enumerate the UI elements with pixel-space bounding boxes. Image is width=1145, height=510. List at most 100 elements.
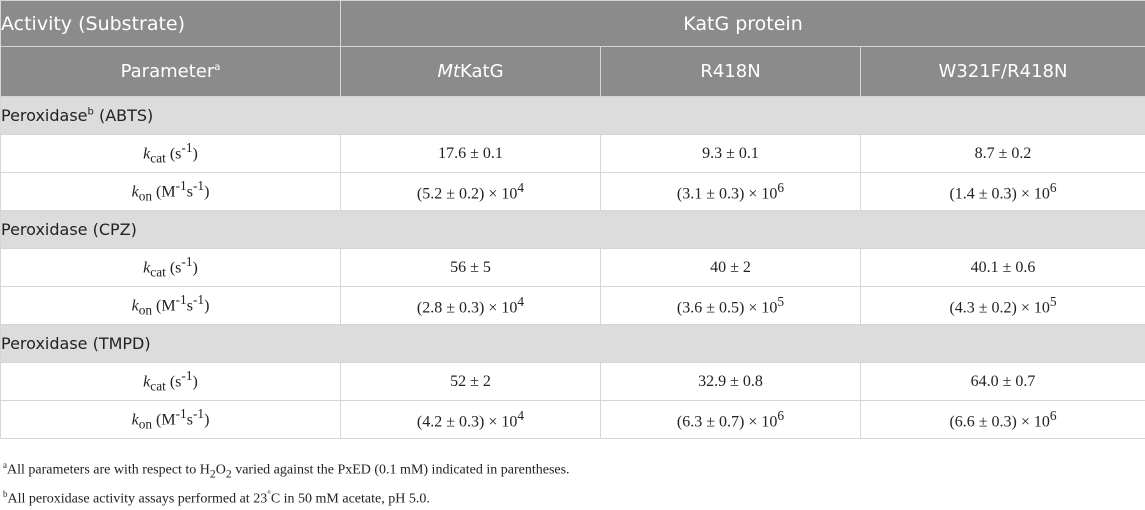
param-unit: (M — [152, 298, 176, 315]
cell-w321f-r418n: (1.4 ± 0.3) × 106 — [861, 173, 1145, 211]
cell-r418n: (3.1 ± 0.3) × 106 — [601, 173, 861, 211]
protein-group-header: KatG protein — [341, 1, 1145, 47]
param-unit-exp: -1 — [193, 406, 204, 421]
cell-exponent: 6 — [777, 408, 784, 423]
cell-r418n: (3.6 ± 0.5) × 105 — [601, 287, 861, 325]
param-unit: (s — [166, 146, 182, 163]
param-subscript: on — [139, 417, 152, 432]
footnotes: aAll parameters are with respect to H2O2… — [3, 455, 1143, 510]
mtkatg-italic: Mt — [437, 61, 460, 82]
param-subscript: cat — [150, 379, 166, 394]
footnote-b-text: All peroxidase activity assays performed… — [8, 492, 268, 507]
cell-w321f-r418n: 8.7 ± 0.2 — [861, 135, 1145, 173]
cell-value: (3.1 ± 0.3) × 10 — [677, 185, 777, 202]
cell-exponent: 6 — [777, 180, 784, 195]
cell-mtkatg: 56 ± 5 — [341, 249, 601, 287]
table-row-kon-abts: kon (M-1s-1) (5.2 ± 0.2) × 104 (3.1 ± 0.… — [1, 173, 1145, 211]
param-unit-exp: -1 — [176, 178, 187, 193]
param-symbol: k — [132, 298, 139, 315]
activity-header: Activity (Substrate) — [1, 1, 341, 47]
section-title-rest: (ABTS) — [94, 106, 153, 125]
cell-w321f-r418n: 64.0 ± 0.7 — [861, 363, 1145, 401]
param-kcat: kcat (s-1) — [1, 249, 341, 287]
param-unit-exp: -1 — [181, 368, 192, 383]
param-unit-close: ) — [193, 260, 198, 277]
cell-w321f-r418n: (4.3 ± 0.2) × 105 — [861, 287, 1145, 325]
param-unit-exp: -1 — [176, 406, 187, 421]
cell-exponent: 5 — [777, 294, 784, 309]
cell-value: (3.6 ± 0.5) × 10 — [677, 299, 777, 316]
param-unit-exp: -1 — [181, 254, 192, 269]
cell-w321f-r418n: (6.6 ± 0.3) × 106 — [861, 401, 1145, 439]
param-kon: kon (M-1s-1) — [1, 401, 341, 439]
mtkatg-rest: KatG — [460, 61, 504, 82]
cell-value: (6.6 ± 0.3) × 10 — [949, 413, 1049, 430]
param-unit-exp: -1 — [193, 178, 204, 193]
table-row-kcat-cpz: kcat (s-1) 56 ± 5 40 ± 2 40.1 ± 0.6 — [1, 249, 1145, 287]
table-row-kon-cpz: kon (M-1s-1) (2.8 ± 0.3) × 104 (3.6 ± 0.… — [1, 287, 1145, 325]
cell-exponent: 4 — [517, 180, 524, 195]
footnote-a-text: varied against the PxED (0.1 mM) indicat… — [232, 463, 570, 478]
cell-r418n: 32.9 ± 0.8 — [601, 363, 861, 401]
header-row-2: Parametera MtKatG R418N W321F/R418N — [1, 47, 1145, 97]
cell-value: (1.4 ± 0.3) × 10 — [949, 185, 1049, 202]
table-row-kcat-abts: kcat (s-1) 17.6 ± 0.1 9.3 ± 0.1 8.7 ± 0.… — [1, 135, 1145, 173]
header-row-1: Activity (Substrate) KatG protein — [1, 1, 1145, 47]
param-unit-exp: -1 — [181, 140, 192, 155]
kinetics-table: Activity (Substrate) KatG protein Parame… — [0, 0, 1145, 439]
section-title: Peroxidase (TMPD) — [1, 325, 1145, 363]
param-unit: (M — [152, 184, 176, 201]
param-unit-close: ) — [204, 298, 209, 315]
footnote-marker-a: a — [214, 62, 220, 73]
parameter-header: Parametera — [1, 47, 341, 97]
footnote-a: aAll parameters are with respect to H2O2… — [3, 455, 1143, 484]
cell-mtkatg: (4.2 ± 0.3) × 104 — [341, 401, 601, 439]
r418n-header: R418N — [601, 47, 861, 97]
footnote-a-text: O — [216, 463, 226, 478]
param-subscript: on — [139, 303, 152, 318]
section-title-text: Peroxidase — [1, 106, 88, 125]
table-row-kcat-tmpd: kcat (s-1) 52 ± 2 32.9 ± 0.8 64.0 ± 0.7 — [1, 363, 1145, 401]
param-unit: (s — [166, 260, 182, 277]
param-subscript: cat — [150, 151, 166, 166]
param-symbol: k — [132, 184, 139, 201]
cell-exponent: 6 — [1050, 180, 1057, 195]
cell-exponent: 4 — [517, 294, 524, 309]
cell-exponent: 6 — [1050, 408, 1057, 423]
cell-mtkatg: (5.2 ± 0.2) × 104 — [341, 173, 601, 211]
param-unit: (M — [152, 412, 176, 429]
param-kon: kon (M-1s-1) — [1, 287, 341, 325]
param-unit: (s — [166, 374, 182, 391]
cell-mtkatg: 52 ± 2 — [341, 363, 601, 401]
param-unit-close: ) — [193, 146, 198, 163]
w321f-r418n-header: W321F/R418N — [861, 47, 1145, 97]
cell-value: (6.3 ± 0.7) × 10 — [677, 413, 777, 430]
cell-mtkatg: 17.6 ± 0.1 — [341, 135, 601, 173]
footnote-b: bAll peroxidase activity assays performe… — [3, 484, 1143, 510]
cell-w321f-r418n: 40.1 ± 0.6 — [861, 249, 1145, 287]
param-unit-exp: -1 — [193, 292, 204, 307]
param-subscript: on — [139, 189, 152, 204]
param-unit-close: ) — [193, 374, 198, 391]
cell-exponent: 4 — [517, 408, 524, 423]
param-unit-exp: -1 — [176, 292, 187, 307]
param-unit-close: ) — [204, 184, 209, 201]
cell-mtkatg: (2.8 ± 0.3) × 104 — [341, 287, 601, 325]
param-subscript: cat — [150, 265, 166, 280]
footnote-a-text: All parameters are with respect to H — [7, 463, 210, 478]
section-row-cpz: Peroxidase (CPZ) — [1, 211, 1145, 249]
table-row-kon-tmpd: kon (M-1s-1) (4.2 ± 0.3) × 104 (6.3 ± 0.… — [1, 401, 1145, 439]
cell-r418n: 40 ± 2 — [601, 249, 861, 287]
cell-r418n: 9.3 ± 0.1 — [601, 135, 861, 173]
section-title: Peroxidase (CPZ) — [1, 211, 1145, 249]
parameter-label: Parameter — [121, 61, 215, 82]
param-unit-close: ) — [204, 412, 209, 429]
param-kcat: kcat (s-1) — [1, 363, 341, 401]
section-row-abts: Peroxidaseb (ABTS) — [1, 97, 1145, 135]
cell-value: (5.2 ± 0.2) × 10 — [417, 185, 517, 202]
section-title: Peroxidaseb (ABTS) — [1, 97, 1145, 135]
param-symbol: k — [132, 412, 139, 429]
cell-value: (4.2 ± 0.3) × 10 — [417, 413, 517, 430]
cell-value: (4.3 ± 0.2) × 10 — [949, 299, 1049, 316]
mtkatg-header: MtKatG — [341, 47, 601, 97]
